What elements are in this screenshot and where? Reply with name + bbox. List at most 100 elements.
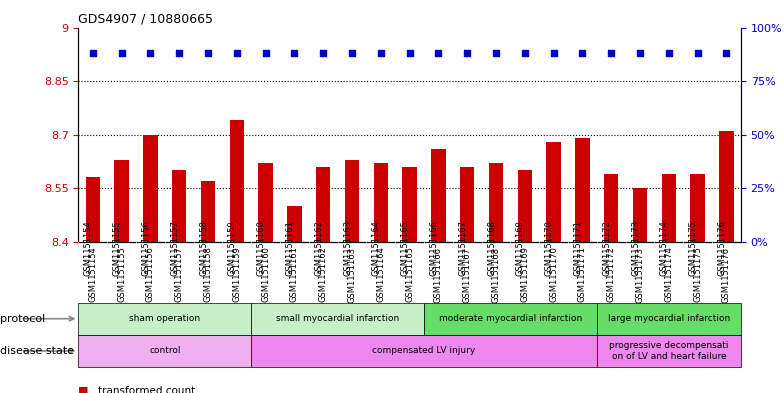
Text: GSM1151157: GSM1151157 <box>175 246 183 303</box>
Bar <box>143 135 158 242</box>
Point <box>346 50 358 56</box>
Bar <box>597 303 741 335</box>
Text: GSM1151158: GSM1151158 <box>199 220 208 276</box>
Text: GSM1151156: GSM1151156 <box>146 246 155 303</box>
Bar <box>345 160 359 242</box>
Text: GSM1151164: GSM1151164 <box>372 220 381 276</box>
Bar <box>251 335 597 367</box>
Point <box>691 50 704 56</box>
Text: moderate myocardial infarction: moderate myocardial infarction <box>439 314 582 323</box>
Text: GSM1151167: GSM1151167 <box>463 246 472 303</box>
Bar <box>662 174 676 242</box>
Text: GSM1151162: GSM1151162 <box>314 220 323 276</box>
Text: GSM1151174: GSM1151174 <box>660 220 669 276</box>
Text: GSM1151157: GSM1151157 <box>170 220 180 276</box>
Bar <box>597 335 741 367</box>
Bar <box>691 174 705 242</box>
Text: GSM1151176: GSM1151176 <box>722 246 731 303</box>
Point <box>403 50 416 56</box>
Text: GSM1151170: GSM1151170 <box>545 220 554 276</box>
Text: GSM1151172: GSM1151172 <box>607 246 615 303</box>
Bar <box>259 163 273 242</box>
Bar <box>546 142 561 242</box>
Text: GSM1151173: GSM1151173 <box>636 246 644 303</box>
Bar <box>230 120 244 242</box>
Text: GSM1151165: GSM1151165 <box>405 246 414 303</box>
Point <box>230 50 243 56</box>
Text: GSM1151175: GSM1151175 <box>688 220 698 276</box>
Bar <box>201 181 216 242</box>
Text: GSM1151154: GSM1151154 <box>84 220 93 275</box>
Point <box>375 50 387 56</box>
Text: GSM1151158: GSM1151158 <box>204 246 212 303</box>
Bar <box>719 131 734 242</box>
Bar <box>575 138 590 242</box>
Point <box>576 50 589 56</box>
Text: GSM1151160: GSM1151160 <box>261 246 270 303</box>
Text: GSM1151168: GSM1151168 <box>487 220 496 276</box>
Text: compensated LV injury: compensated LV injury <box>372 347 476 355</box>
Point <box>518 50 531 56</box>
Point <box>432 50 445 56</box>
Text: GSM1151166: GSM1151166 <box>434 246 443 303</box>
Bar <box>251 303 424 335</box>
Bar <box>489 163 503 242</box>
Text: GSM1151175: GSM1151175 <box>693 246 702 303</box>
Text: GSM1151174: GSM1151174 <box>664 246 673 303</box>
Text: GSM1151171: GSM1151171 <box>578 246 587 303</box>
Text: GSM1151161: GSM1151161 <box>285 220 295 276</box>
Bar <box>85 178 100 242</box>
Text: GSM1151170: GSM1151170 <box>549 246 558 303</box>
Point <box>720 50 733 56</box>
Bar <box>374 163 388 242</box>
Point <box>547 50 560 56</box>
Text: GSM1151163: GSM1151163 <box>347 246 357 303</box>
Bar <box>517 170 532 242</box>
Point <box>289 50 301 56</box>
Text: GSM1151159: GSM1151159 <box>232 246 241 302</box>
Text: GSM1151160: GSM1151160 <box>256 220 266 276</box>
Point <box>662 50 675 56</box>
Text: GSM1151154: GSM1151154 <box>89 246 97 302</box>
Bar <box>287 206 302 242</box>
Text: GSM1151169: GSM1151169 <box>516 220 524 276</box>
Point <box>144 50 157 56</box>
Bar <box>424 303 597 335</box>
Text: disease state: disease state <box>0 346 74 356</box>
Text: GSM1151166: GSM1151166 <box>430 220 438 276</box>
Point <box>173 50 186 56</box>
Point <box>317 50 329 56</box>
Text: sham operation: sham operation <box>129 314 201 323</box>
Text: protocol: protocol <box>0 314 45 324</box>
Bar <box>78 303 251 335</box>
Text: GSM1151164: GSM1151164 <box>376 246 386 303</box>
Text: GSM1151172: GSM1151172 <box>602 220 612 276</box>
Bar <box>633 188 648 242</box>
Point <box>260 50 272 56</box>
Text: GSM1151169: GSM1151169 <box>521 246 529 303</box>
Text: GSM1151161: GSM1151161 <box>290 246 299 303</box>
Text: progressive decompensati
on of LV and heart failure: progressive decompensati on of LV and he… <box>609 341 728 361</box>
Text: GSM1151171: GSM1151171 <box>573 220 583 276</box>
Point <box>490 50 503 56</box>
Text: transformed count: transformed count <box>98 386 195 393</box>
Text: GSM1151167: GSM1151167 <box>458 220 467 276</box>
Bar <box>402 167 417 242</box>
Point <box>461 50 474 56</box>
Bar <box>78 335 251 367</box>
Point <box>605 50 618 56</box>
Text: GSM1151165: GSM1151165 <box>401 220 409 276</box>
Point <box>633 50 646 56</box>
Text: GSM1151162: GSM1151162 <box>319 246 328 303</box>
Text: GSM1151159: GSM1151159 <box>228 220 237 275</box>
Text: small myocardial infarction: small myocardial infarction <box>276 314 399 323</box>
Text: GSM1151176: GSM1151176 <box>717 220 727 276</box>
Text: GSM1151155: GSM1151155 <box>113 220 122 275</box>
Text: GSM1151156: GSM1151156 <box>141 220 151 276</box>
Text: GSM1151168: GSM1151168 <box>492 246 500 303</box>
Point <box>201 50 214 56</box>
Text: ■: ■ <box>78 386 89 393</box>
Bar <box>604 174 619 242</box>
Text: GSM1151155: GSM1151155 <box>117 246 126 302</box>
Text: large myocardial infarction: large myocardial infarction <box>608 314 730 323</box>
